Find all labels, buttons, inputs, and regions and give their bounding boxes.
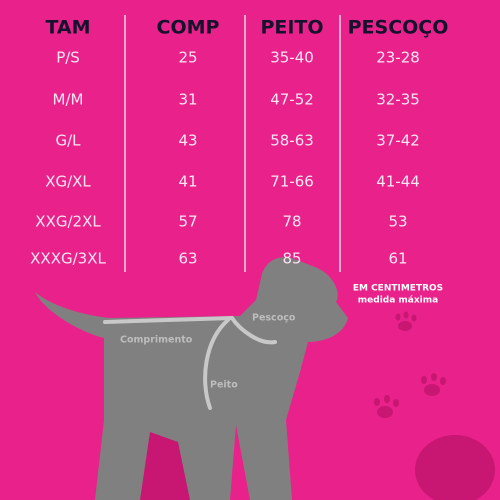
- length-strap: [103, 316, 234, 324]
- table-cell: 41: [178, 173, 197, 191]
- paw-pad: [398, 321, 412, 331]
- paw-toe: [431, 373, 437, 381]
- harness: [103, 316, 277, 410]
- paw-toe: [384, 395, 390, 403]
- column-dividers: [124, 15, 341, 272]
- note-max: medida máxima: [358, 296, 438, 306]
- table-cell: 57: [178, 213, 197, 231]
- chest-label: Peito: [210, 380, 238, 391]
- paw-toe: [411, 314, 417, 322]
- table-cell: P/S: [56, 49, 80, 67]
- table-cell: XG/XL: [45, 173, 91, 191]
- table-cell: 41-44: [376, 173, 420, 191]
- table-cell: XXG/2XL: [35, 213, 101, 231]
- paw-toe: [374, 398, 380, 406]
- dog-silhouette: [35, 257, 348, 500]
- paw-pad: [415, 435, 495, 500]
- table-cell: 63: [178, 250, 197, 268]
- table-cell: 31: [178, 91, 197, 109]
- table-cell: 23-28: [376, 49, 420, 67]
- paw-pad: [377, 406, 393, 418]
- table-cell: 85: [282, 250, 301, 268]
- length-label: Comprimento: [120, 335, 193, 346]
- table-cell: 43: [178, 132, 197, 150]
- table-cell: 78: [282, 213, 301, 231]
- paw-toe: [440, 377, 446, 385]
- paw-pad: [424, 384, 440, 396]
- table-cell: 53: [388, 213, 407, 231]
- table-cell: 58-63: [270, 132, 314, 150]
- table-cell: XXXG/3XL: [30, 250, 106, 268]
- paw-toe: [403, 311, 409, 319]
- column-header: TAM: [45, 17, 90, 39]
- neck-strap: [230, 316, 277, 345]
- table-cell: 47-52: [270, 91, 314, 109]
- neck-label: Pescoço: [252, 313, 296, 324]
- table-cell: M/M: [53, 91, 84, 109]
- paw-toe: [395, 313, 401, 321]
- column-header: PEITO: [260, 17, 323, 39]
- table-cell: 35-40: [270, 49, 314, 67]
- column-header: COMP: [157, 17, 220, 39]
- table-cell: G/L: [55, 132, 81, 150]
- column-header: PESCOÇO: [348, 17, 449, 39]
- table-cell: 61: [388, 250, 407, 268]
- paw-toe: [393, 399, 399, 407]
- paw-toe: [421, 376, 427, 384]
- table-cell: 71-66: [270, 173, 314, 191]
- table-cell: 32-35: [376, 91, 420, 109]
- table-cell: 37-42: [376, 132, 420, 150]
- note-units: EM CENTIMETROS: [353, 284, 443, 294]
- chest-strap: [203, 318, 230, 410]
- table-cell: 25: [178, 49, 197, 67]
